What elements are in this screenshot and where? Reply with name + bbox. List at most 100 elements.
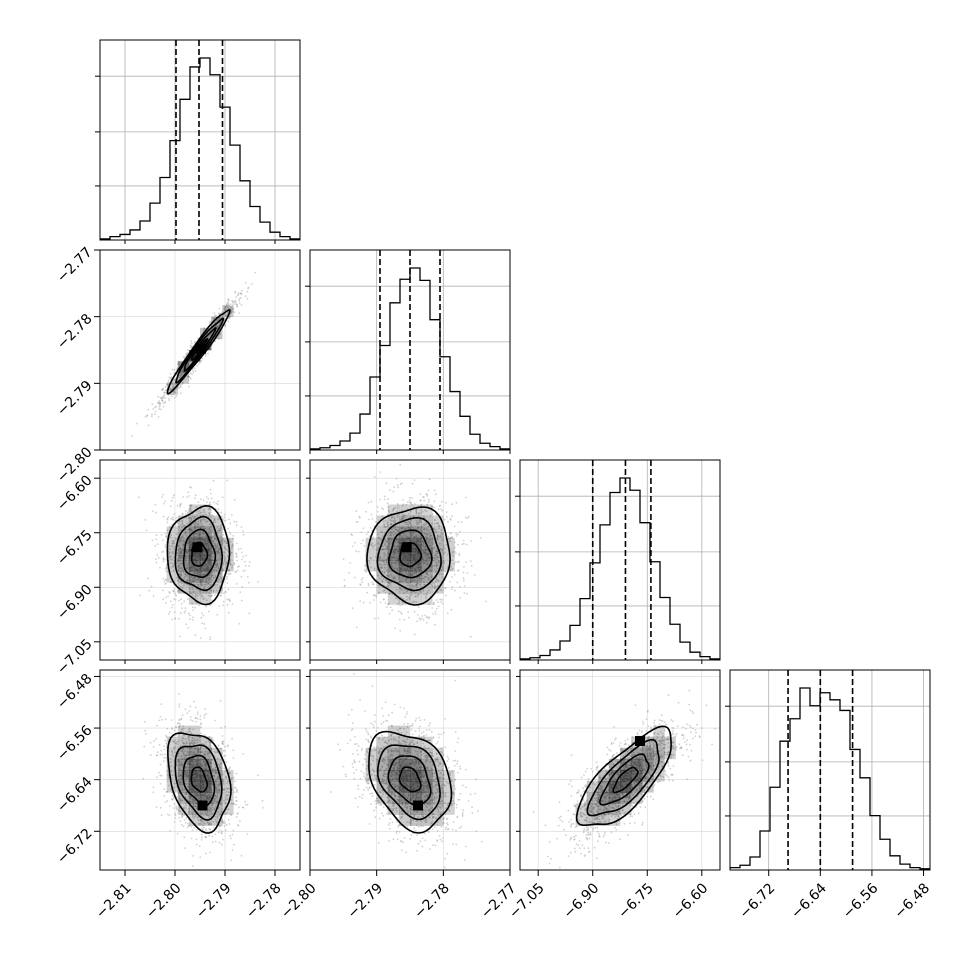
sample-point <box>198 532 201 534</box>
sample-point <box>227 588 230 591</box>
sample-point <box>229 303 232 306</box>
sample-point <box>465 543 468 546</box>
sample-point <box>202 513 205 516</box>
sample-point <box>186 353 188 356</box>
sample-point <box>158 408 161 410</box>
sample-point <box>222 600 225 603</box>
sample-point <box>190 581 193 584</box>
sample-point <box>224 308 227 311</box>
sample-point <box>224 325 227 328</box>
sample-point <box>383 495 386 498</box>
sample-point <box>202 573 205 576</box>
sample-point <box>181 582 183 584</box>
sample-point <box>413 633 416 636</box>
sample-point <box>192 535 195 538</box>
sample-point <box>431 607 434 609</box>
sample-point <box>174 378 177 380</box>
sample-point <box>160 703 163 706</box>
sample-point <box>182 369 185 372</box>
sample-point <box>216 550 218 553</box>
sample-point <box>217 326 219 328</box>
sample-point <box>251 283 253 285</box>
sample-point <box>194 576 197 579</box>
sample-point <box>191 515 194 518</box>
sample-point <box>174 593 177 595</box>
sample-point <box>146 414 149 417</box>
sample-point <box>167 613 170 615</box>
sample-point <box>242 570 245 572</box>
sample-point <box>214 584 216 587</box>
sample-point <box>187 549 190 552</box>
sample-point <box>220 535 222 538</box>
sample-point <box>511 578 513 580</box>
sample-point <box>178 599 180 602</box>
sample-point <box>221 496 224 499</box>
sample-point <box>188 612 190 615</box>
sample-point <box>377 617 380 620</box>
sample-point <box>230 514 233 516</box>
sample-point <box>217 551 219 554</box>
sample-point <box>213 572 216 574</box>
sample-point <box>187 385 190 388</box>
sample-point <box>427 617 430 620</box>
sample-point <box>188 362 191 365</box>
sample-point <box>230 311 233 314</box>
sample-point <box>451 586 454 588</box>
sample-point <box>394 627 396 630</box>
sample-point <box>192 579 195 582</box>
sample-point <box>185 567 188 569</box>
sample-point <box>178 817 181 819</box>
sample-point <box>236 303 238 306</box>
sample-point <box>211 529 214 532</box>
sample-point <box>171 523 173 526</box>
sample-point <box>185 816 188 819</box>
sample-point <box>194 595 197 597</box>
sample-point <box>201 532 204 535</box>
sample-point <box>216 545 219 547</box>
sample-point <box>182 371 185 374</box>
sample-point <box>175 533 178 536</box>
sample-point <box>261 799 264 802</box>
sample-point <box>199 580 202 583</box>
sample-point <box>205 591 208 593</box>
sample-point <box>192 371 195 374</box>
sample-point <box>212 528 215 531</box>
sample-point <box>473 574 476 576</box>
sample-point <box>363 569 366 572</box>
sample-point <box>164 389 167 392</box>
sample-point <box>184 355 187 357</box>
sample-point <box>158 401 161 404</box>
sample-point <box>201 525 204 528</box>
sample-point <box>362 527 365 530</box>
sample-point <box>229 562 231 565</box>
sample-point <box>224 308 227 310</box>
sample-point <box>373 476 376 478</box>
sample-point <box>192 534 195 536</box>
sample-point <box>210 525 213 528</box>
sample-point <box>222 740 225 743</box>
sample-point <box>185 550 188 553</box>
sample-point <box>227 306 229 309</box>
sample-point <box>180 554 183 557</box>
sample-point <box>166 383 169 386</box>
sample-point <box>180 567 183 570</box>
sample-point <box>171 368 174 371</box>
sample-point <box>179 547 182 550</box>
sample-point <box>465 561 468 564</box>
sample-point <box>226 542 228 544</box>
sample-point <box>215 565 218 568</box>
sample-point <box>195 506 198 509</box>
sample-point <box>233 562 236 565</box>
sample-point <box>413 610 416 613</box>
sample-point <box>229 563 232 566</box>
sample-point <box>246 290 249 293</box>
sample-point <box>156 402 159 404</box>
sample-point <box>213 570 215 573</box>
sample-point <box>219 317 221 319</box>
sample-point <box>204 627 207 630</box>
sample-point <box>168 381 170 384</box>
sample-point <box>184 575 186 578</box>
sample-point <box>185 579 188 582</box>
sample-point <box>186 568 188 570</box>
sample-point <box>183 543 185 545</box>
